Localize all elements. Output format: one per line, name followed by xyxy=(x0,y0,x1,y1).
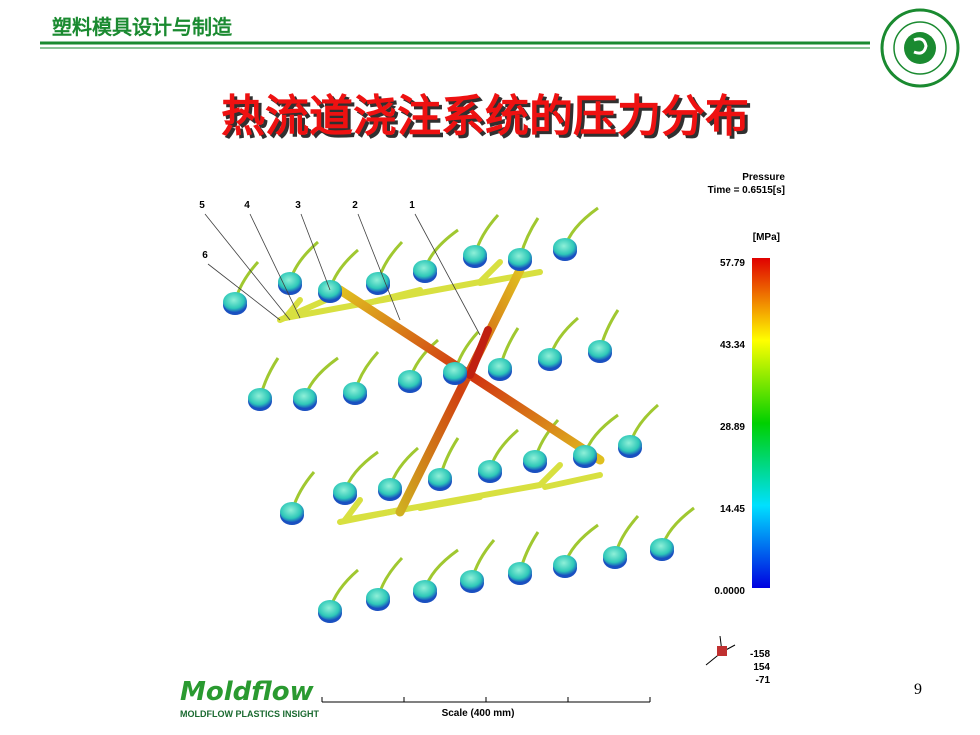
callout-leader xyxy=(300,213,331,291)
product-name: MOLDFLOW PLASTICS INSIGHT xyxy=(180,709,319,719)
cavity xyxy=(343,382,367,402)
axis-triad xyxy=(705,635,736,666)
cavity xyxy=(413,260,437,280)
runner xyxy=(477,269,543,286)
legend-label: 43.34 xyxy=(720,340,745,351)
cavity xyxy=(553,555,577,575)
runner xyxy=(357,287,423,308)
cavity xyxy=(413,580,437,600)
cavity xyxy=(333,482,357,502)
cavity xyxy=(460,570,484,590)
cavity xyxy=(278,272,302,292)
cavity xyxy=(443,362,467,382)
header-title: 塑料模具设计与制造 xyxy=(52,15,233,39)
cavity xyxy=(280,502,304,522)
runner xyxy=(542,472,603,490)
cavity xyxy=(318,600,342,620)
university-logo xyxy=(880,8,960,88)
slide-title: 热流道浇注系统的压力分布 xyxy=(221,91,749,142)
runner xyxy=(537,462,563,488)
legend-label: 0.0000 xyxy=(714,586,745,597)
legend-label: 14.45 xyxy=(720,504,745,515)
page-number: 9 xyxy=(914,681,922,698)
result-time: Time = 0.6515[s] xyxy=(708,185,785,196)
cavity xyxy=(478,460,502,480)
cavity xyxy=(603,546,627,566)
cavity xyxy=(538,348,562,368)
result-name: Pressure xyxy=(742,172,785,183)
legend-label: 28.89 xyxy=(720,422,745,433)
callout-label: 1 xyxy=(409,200,415,211)
runner xyxy=(477,259,503,285)
cavity xyxy=(553,238,577,258)
callout-leader xyxy=(249,213,301,319)
color-bar xyxy=(752,258,770,588)
orientation-value: -71 xyxy=(756,675,771,686)
cavity xyxy=(488,358,512,378)
callout-label: 6 xyxy=(202,250,208,261)
cavity xyxy=(223,292,247,312)
runner xyxy=(342,497,363,523)
cavity xyxy=(428,468,452,488)
cavity xyxy=(463,245,487,265)
runner xyxy=(395,265,525,517)
cavity xyxy=(508,562,532,582)
moldflow-logo: Moldflow xyxy=(180,677,315,707)
cavity xyxy=(248,388,272,408)
callout-label: 2 xyxy=(352,200,358,211)
callout-leader xyxy=(204,213,291,321)
runner-model xyxy=(223,206,695,623)
cavity xyxy=(508,248,532,268)
result-unit: [MPa] xyxy=(753,232,780,243)
orientation-value: -158 xyxy=(750,649,770,660)
runner xyxy=(466,326,492,379)
cavity xyxy=(366,272,390,292)
cavity xyxy=(650,538,674,558)
callout-leader xyxy=(414,213,481,336)
legend-label: 57.79 xyxy=(720,258,745,269)
orientation-value: 154 xyxy=(753,662,770,673)
runner xyxy=(337,507,403,525)
cavity xyxy=(588,340,612,360)
callout-label: 5 xyxy=(199,200,205,211)
cavity xyxy=(618,435,642,455)
cavity xyxy=(523,450,547,470)
cavity xyxy=(366,588,390,608)
callout-leader xyxy=(357,213,401,321)
scale-bar xyxy=(321,697,651,703)
cavity xyxy=(293,388,317,408)
scale-label: Scale (400 mm) xyxy=(442,708,515,719)
callout-leader xyxy=(207,263,281,321)
cavity xyxy=(398,370,422,390)
callout-label: 4 xyxy=(244,200,250,211)
runner xyxy=(417,494,483,511)
cavity xyxy=(378,478,402,498)
slide-title-shadow: 热流道浇注系统的压力分布 xyxy=(224,94,752,145)
callout-label: 3 xyxy=(295,200,301,211)
cavity xyxy=(573,445,597,465)
